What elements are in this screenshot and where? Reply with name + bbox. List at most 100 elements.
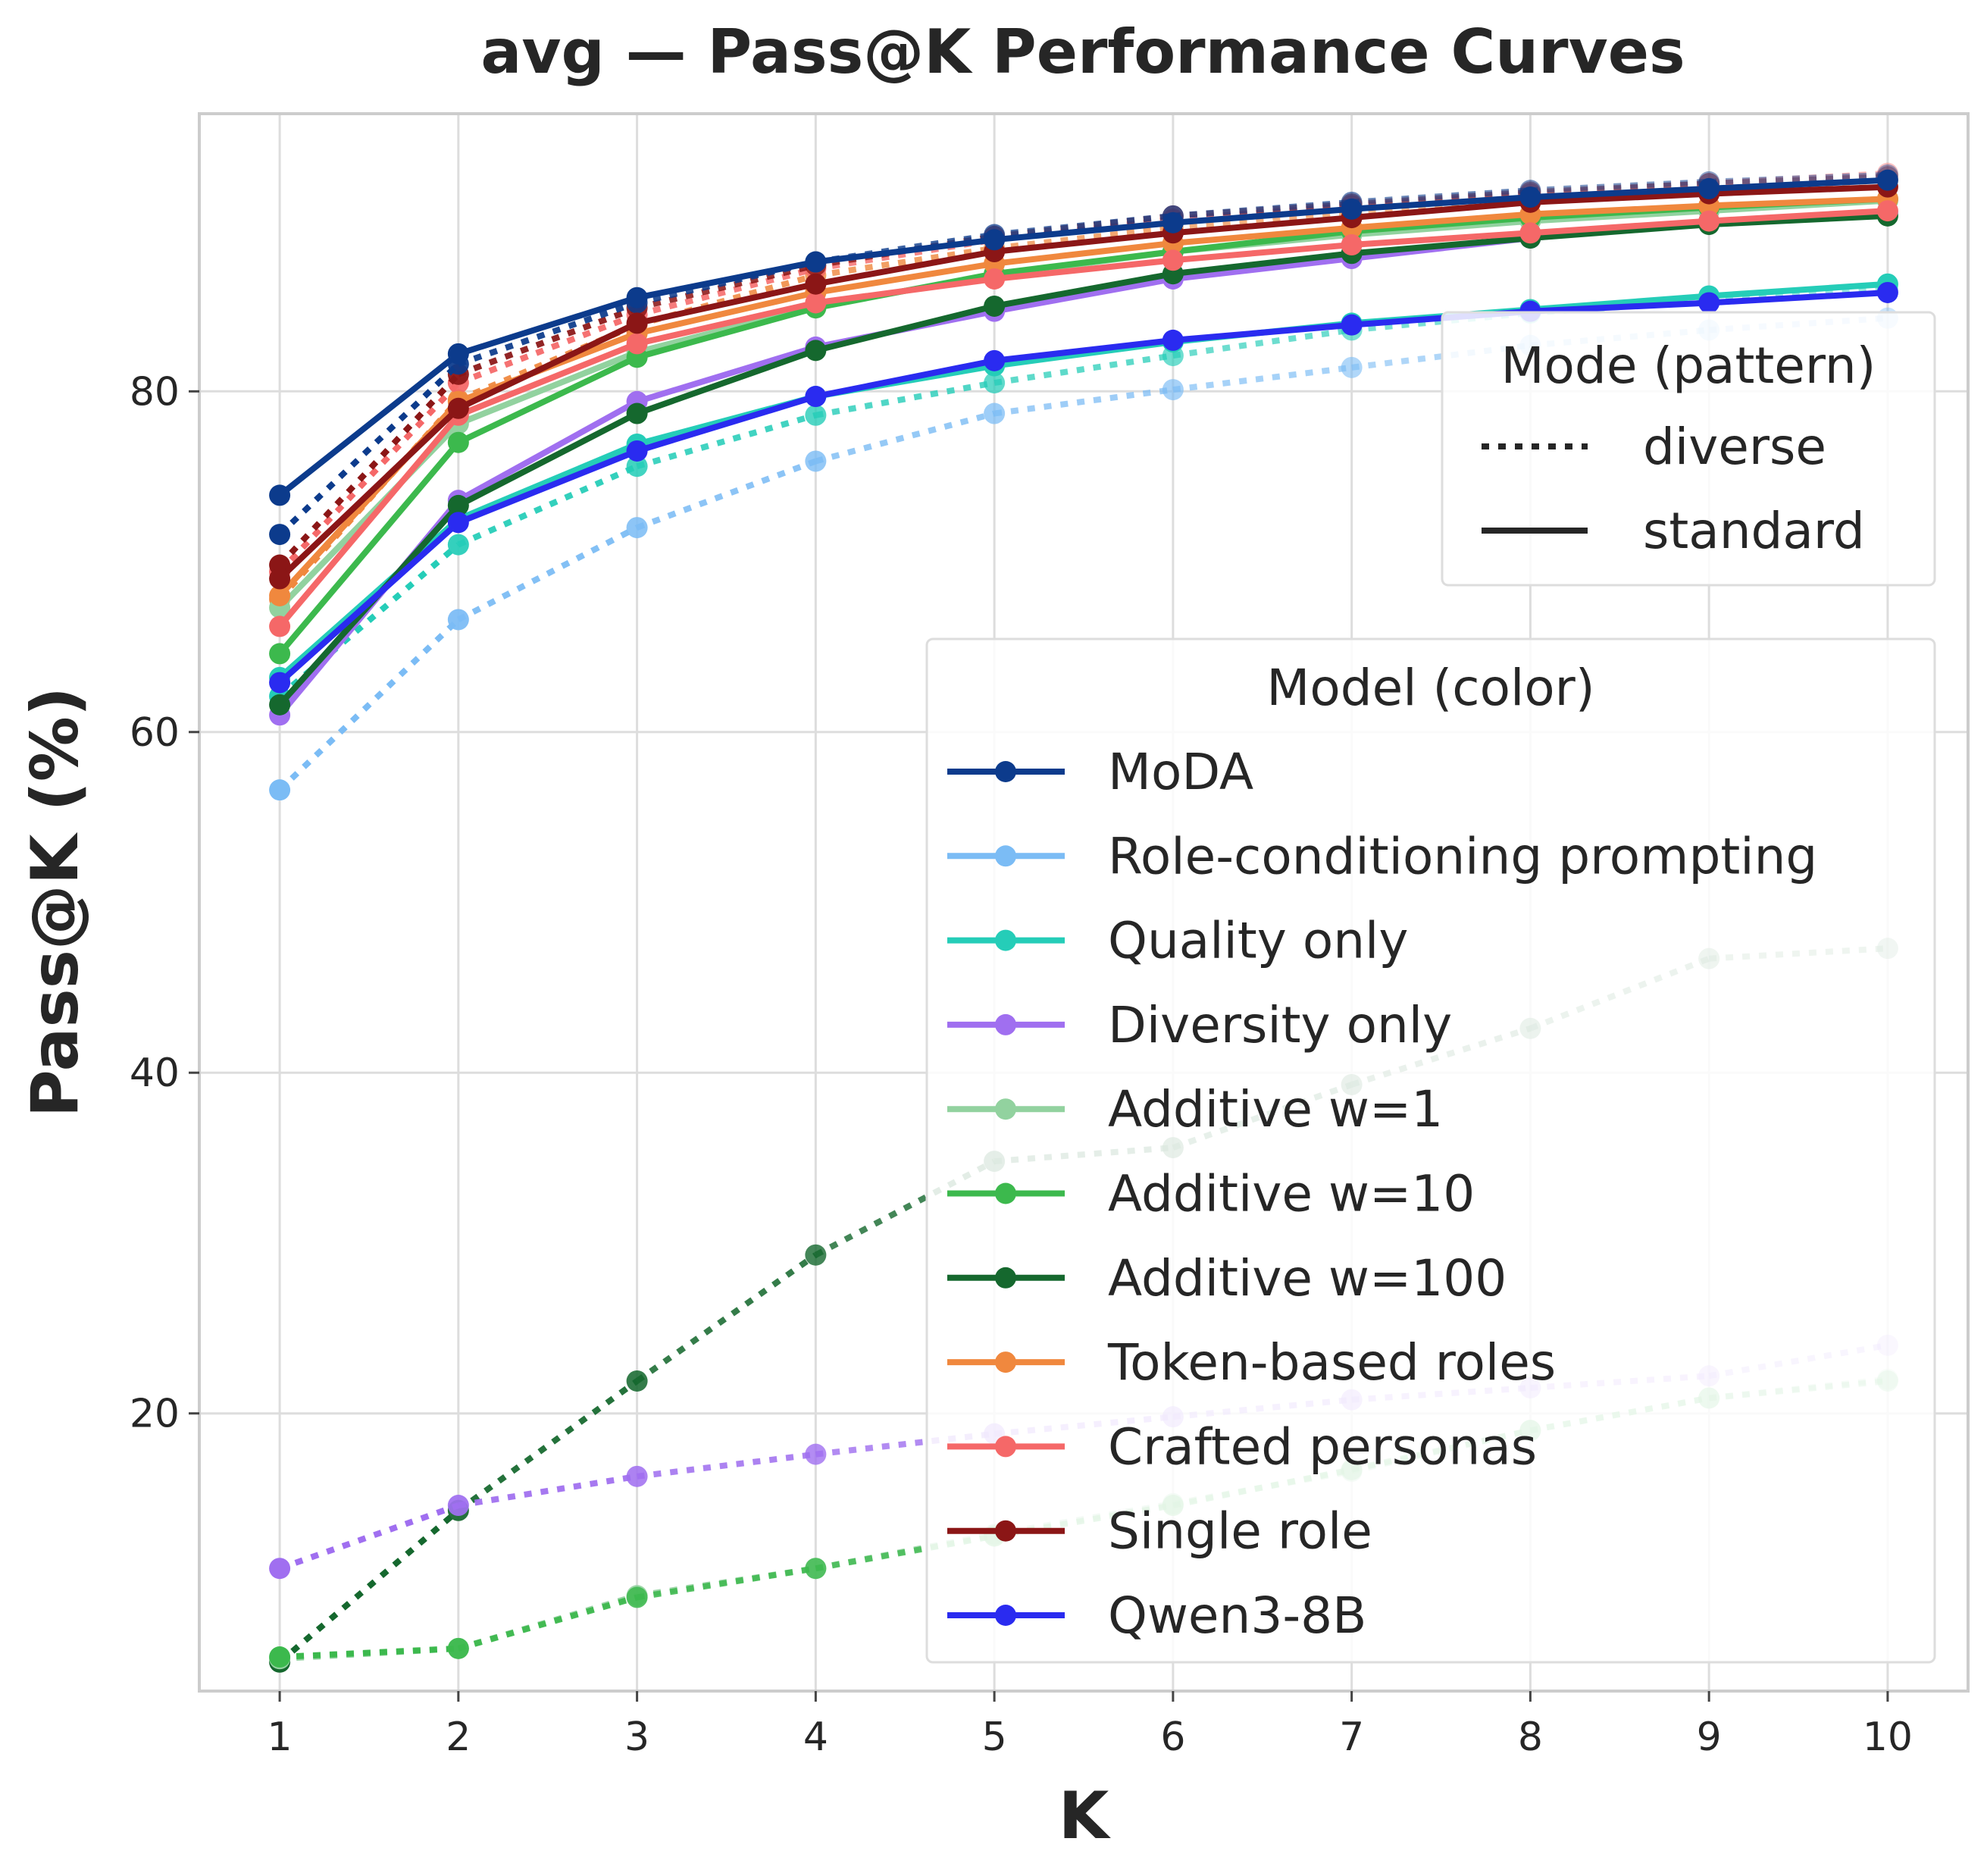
data-point <box>805 1558 827 1580</box>
series-line <box>277 280 1888 680</box>
model-legend-item-additive-w-100: Additive w=100 <box>947 1249 1507 1308</box>
mode-legend-label-diverse: diverse <box>1643 418 1826 476</box>
series-line-segment <box>815 1430 995 1458</box>
data-point <box>626 456 648 478</box>
series-line <box>277 183 1888 581</box>
data-point <box>984 372 1006 394</box>
x-axis-ticks: 1 2 3 4 5 6 7 8 9 10 <box>268 1691 1913 1760</box>
model-legend-label: Additive w=100 <box>1108 1249 1507 1308</box>
data-point <box>447 1637 469 1659</box>
x-tick-label: 9 <box>1697 1715 1722 1760</box>
series-line-segment <box>457 299 638 368</box>
series-line-segment <box>279 1645 459 1661</box>
model-legend-item-additive-w-10: Additive w=10 <box>947 1165 1475 1223</box>
data-point <box>269 779 291 801</box>
data-point <box>805 386 827 408</box>
model-legend-label: Qwen3-8B <box>1108 1586 1366 1645</box>
data-point <box>1341 356 1363 378</box>
series-line-segment <box>458 1473 638 1508</box>
model-legend-marker <box>995 1267 1016 1289</box>
y-tick-label: 80 <box>130 369 180 415</box>
data-point <box>805 450 827 472</box>
data-point <box>805 340 827 362</box>
model-legend-marker <box>995 929 1016 951</box>
series-line-segment <box>636 265 817 318</box>
data-point <box>1519 222 1541 244</box>
model-legend-items: MoDA Role-conditioning prompting Quality o… <box>947 743 1817 1645</box>
model-legend-frame <box>925 637 1936 1664</box>
data-point <box>984 402 1006 424</box>
data-point <box>1162 249 1184 271</box>
x-tick-label: 1 <box>268 1715 293 1760</box>
data-point <box>984 229 1006 251</box>
data-point <box>626 1370 648 1392</box>
series-line-segment <box>1172 327 1353 359</box>
mode-legend-frame <box>1441 311 1936 587</box>
series-line-segment <box>1708 174 1888 187</box>
model-legend-marker <box>995 761 1016 782</box>
x-axis-label: K <box>1059 1778 1112 1854</box>
data-point <box>805 273 827 295</box>
data-point <box>984 268 1006 290</box>
model-legend-item-token-based-roles: Token-based roles <box>947 1333 1556 1392</box>
model-legend-item-diversity-only: Diversity only <box>947 996 1452 1054</box>
series-line <box>277 290 1888 685</box>
data-point <box>269 524 291 546</box>
series-line-segment <box>1708 171 1888 185</box>
data-point <box>805 251 827 273</box>
data-point <box>1162 329 1184 351</box>
series-line-segment <box>636 1565 817 1601</box>
model-legend-marker <box>995 1182 1016 1204</box>
model-legend-item-single-role: Single role <box>947 1502 1372 1561</box>
model-legend-marker <box>995 1013 1016 1035</box>
x-tick-label: 7 <box>1339 1715 1364 1760</box>
series-crafted-personas-standard <box>269 200 1898 637</box>
plot-frame <box>198 112 1970 1693</box>
series-line-segment <box>277 1508 461 1665</box>
data-point <box>805 1244 827 1266</box>
data-point <box>1698 210 1720 232</box>
mode-legend-title: Mode (pattern) <box>1501 337 1876 395</box>
data-point <box>1876 281 1898 303</box>
data-point <box>626 1586 648 1608</box>
x-tick-label: 5 <box>982 1715 1007 1760</box>
data-point <box>1341 314 1363 336</box>
series-line-segment <box>1172 209 1352 231</box>
data-point <box>805 404 827 426</box>
data-point <box>447 397 469 419</box>
model-legend-marker <box>995 1351 1016 1373</box>
x-tick-label: 8 <box>1518 1715 1543 1760</box>
data-point <box>447 494 469 516</box>
series-line-segment <box>456 1378 639 1514</box>
model-legend-label: Crafted personas <box>1108 1417 1537 1476</box>
data-point <box>1519 186 1541 208</box>
x-tick-label: 6 <box>1160 1715 1185 1760</box>
data-point <box>269 643 291 665</box>
model-legend-marker <box>995 1436 1016 1458</box>
x-tick-label: 2 <box>446 1715 471 1760</box>
data-point <box>447 609 469 631</box>
series-line-segment <box>277 617 461 793</box>
model-legend-label: MoDA <box>1108 743 1253 801</box>
data-point <box>626 1465 648 1487</box>
data-point <box>447 343 469 365</box>
y-tick-label: 60 <box>130 710 180 756</box>
y-tick-label: 40 <box>130 1051 180 1096</box>
data-point <box>1341 198 1363 220</box>
series-line-segment <box>1172 364 1353 393</box>
data-point <box>269 615 291 637</box>
series-line-segment <box>1351 197 1531 216</box>
model-legend-marker <box>995 1605 1016 1626</box>
model-legend: Model (color) MoDA Role-conditioning prom… <box>925 637 1936 1664</box>
data-point <box>269 568 291 590</box>
series-line-segment <box>1530 178 1710 194</box>
series-line <box>277 208 1888 628</box>
data-point <box>447 534 469 556</box>
data-point <box>626 333 648 355</box>
model-legend-label: Single role <box>1108 1502 1372 1561</box>
series-qwen3-8b-standard <box>269 281 1898 694</box>
data-point <box>626 440 648 462</box>
series-line-segment <box>815 380 995 418</box>
series-line-segment <box>993 352 1174 387</box>
